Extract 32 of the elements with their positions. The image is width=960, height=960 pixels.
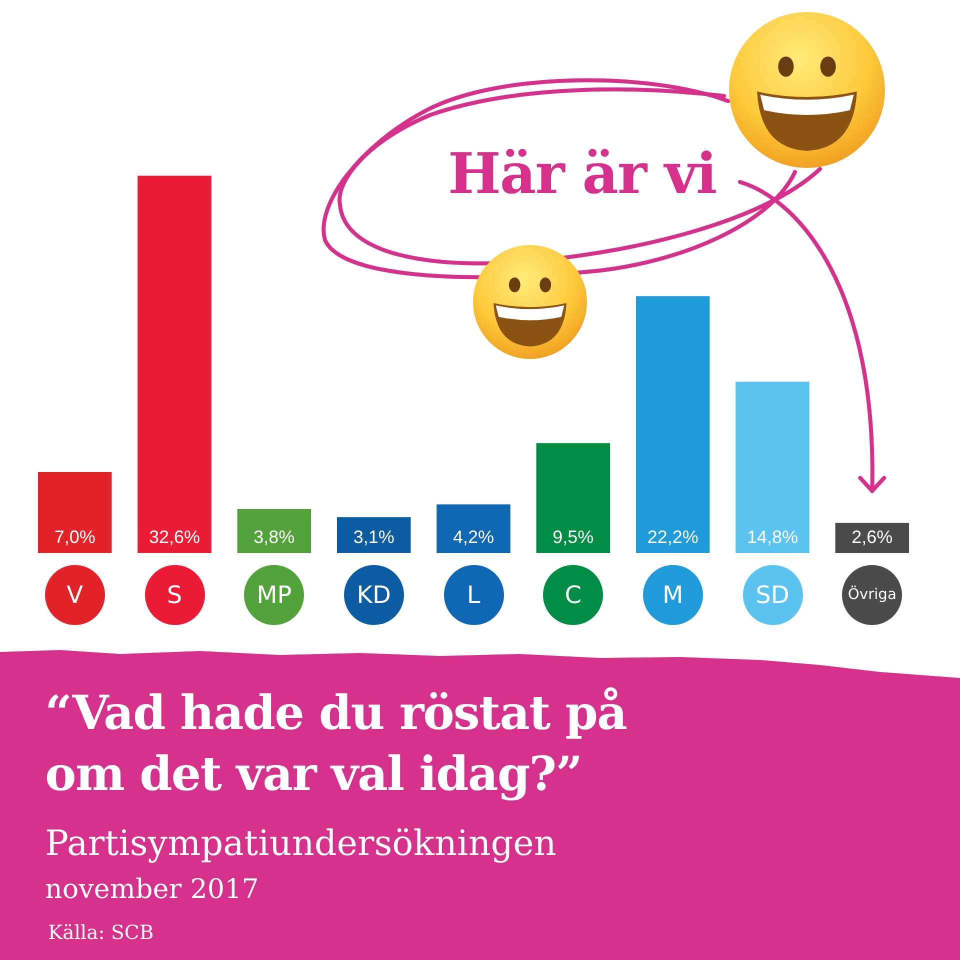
x-tick-label: Övriga — [848, 586, 896, 603]
text: “Vad hade du röstat på om det var val idag?” — [45, 685, 628, 804]
bar — [336, 517, 411, 553]
x-tick-label: V — [66, 581, 84, 609]
data-label: 3,8% — [254, 526, 295, 547]
annotation: Här är vi — [448, 141, 716, 207]
x-tick-label: SD — [756, 581, 790, 609]
bar — [636, 296, 710, 553]
x-tick-label: C — [564, 581, 582, 609]
bar — [237, 509, 312, 553]
bar — [436, 504, 510, 553]
data-label: 22,2% — [647, 526, 698, 547]
x-tick-label: L — [466, 581, 480, 609]
data-label: 4,2% — [452, 526, 494, 547]
x-tick-label: MP — [256, 581, 292, 609]
data-label: 7,0% — [54, 526, 96, 547]
bar — [138, 176, 212, 553]
data-label: 14,8% — [746, 526, 798, 547]
x-tick-label: KD — [356, 581, 391, 609]
text: Partisympatiundersökningen — [45, 823, 556, 865]
data-label: 3,1% — [353, 526, 394, 547]
bar — [536, 443, 610, 553]
text: Källa: SCB — [48, 921, 154, 944]
x-tick-label: M — [662, 581, 684, 609]
bar — [38, 472, 112, 553]
bar — [736, 382, 810, 553]
x-tick-label: S — [166, 581, 182, 609]
data-label: 2,6% — [852, 526, 893, 547]
data-label: 9,5% — [552, 526, 594, 547]
bar — [835, 522, 910, 553]
text: november 2017 — [45, 874, 259, 906]
data-label: 32,6% — [148, 526, 200, 547]
